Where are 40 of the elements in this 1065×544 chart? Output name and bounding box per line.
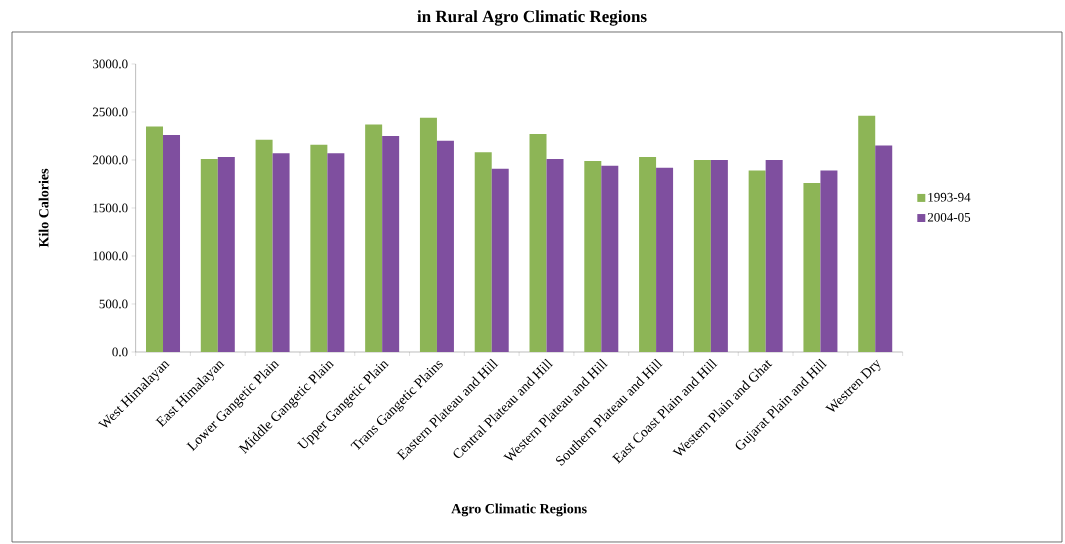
bar <box>365 124 383 352</box>
bar <box>584 160 602 352</box>
bar <box>272 153 290 352</box>
y-tick-label: 3000.0 <box>92 59 128 69</box>
bar <box>693 159 711 352</box>
bar <box>639 157 657 352</box>
bar <box>163 135 181 352</box>
y-tick-label: 2000.0 <box>92 155 128 165</box>
chart-title: in Rural Agro Climatic Regions <box>417 10 647 26</box>
bar <box>529 134 547 352</box>
y-tick-label: 1500.0 <box>93 203 128 213</box>
bar <box>546 159 564 352</box>
bar <box>382 135 400 352</box>
bar <box>748 170 766 352</box>
y-tick-label: 0.0 <box>112 347 128 357</box>
bar <box>875 145 893 352</box>
y-tick-label: 1000.0 <box>93 251 128 261</box>
bar <box>803 183 821 352</box>
bar <box>436 140 454 352</box>
bar <box>217 157 235 352</box>
legend-label: 1993-94 <box>928 192 971 202</box>
bar <box>656 167 674 352</box>
bar <box>491 168 509 352</box>
bar <box>419 117 437 352</box>
bar <box>310 144 328 352</box>
bar <box>255 139 273 352</box>
bar <box>765 159 783 352</box>
legend-label: 2004-05 <box>927 212 971 222</box>
bar <box>820 170 838 352</box>
y-axis-title: Kilo Calories <box>38 168 49 248</box>
bar <box>858 115 876 352</box>
bar <box>710 159 728 352</box>
bar <box>474 152 492 352</box>
bar <box>601 165 619 352</box>
x-axis-title: Agro Climatic Regions <box>451 503 587 517</box>
y-tick-label: 500.0 <box>99 299 128 309</box>
bar <box>146 126 164 352</box>
y-tick-label: 2500.0 <box>92 107 128 117</box>
bar <box>200 159 218 352</box>
bar <box>327 153 345 352</box>
